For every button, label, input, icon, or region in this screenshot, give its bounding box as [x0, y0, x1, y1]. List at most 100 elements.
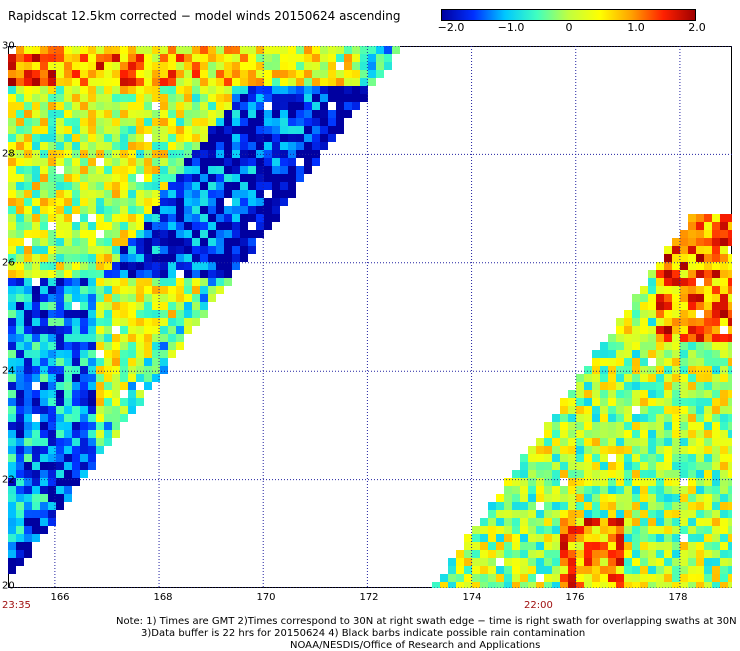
wind-cell — [128, 246, 136, 254]
wind-cell — [456, 582, 464, 588]
wind-cell — [456, 550, 464, 558]
wind-cell — [176, 126, 184, 134]
wind-cell — [576, 374, 584, 382]
wind-cell — [296, 166, 304, 174]
wind-cell — [224, 62, 232, 70]
wind-cell — [336, 86, 344, 94]
wind-cell — [504, 566, 512, 574]
wind-cell — [176, 46, 184, 54]
wind-cell — [680, 566, 688, 574]
wind-cell — [600, 382, 608, 390]
wind-cell — [232, 254, 240, 262]
wind-cell — [600, 574, 608, 582]
wind-cell — [40, 254, 48, 262]
wind-cell — [88, 462, 96, 470]
wind-cell — [544, 486, 552, 494]
wind-cell — [728, 286, 732, 294]
wind-cell — [720, 502, 728, 510]
wind-cell — [8, 102, 16, 110]
wind-cell — [584, 470, 592, 478]
wind-cell — [104, 342, 112, 350]
wind-cell — [136, 342, 144, 350]
wind-cell — [192, 214, 200, 222]
wind-cell — [104, 430, 112, 438]
wind-cell — [168, 86, 176, 94]
wind-cell — [152, 46, 160, 54]
wind-cell — [688, 238, 696, 246]
wind-cell — [264, 86, 272, 94]
wind-cell — [304, 62, 312, 70]
wind-cell — [712, 478, 720, 486]
wind-cell — [96, 118, 104, 126]
wind-cell — [648, 294, 656, 302]
wind-cell — [520, 454, 528, 462]
wind-cell — [8, 190, 16, 198]
wind-cell — [48, 286, 56, 294]
wind-cell — [600, 342, 608, 350]
wind-cell — [232, 110, 240, 118]
wind-cell — [624, 494, 632, 502]
wind-cell — [56, 230, 64, 238]
wind-cell — [32, 262, 40, 270]
wind-cell — [664, 342, 672, 350]
wind-cell — [56, 214, 64, 222]
wind-cell — [168, 246, 176, 254]
wind-cell — [24, 166, 32, 174]
wind-cell — [152, 318, 160, 326]
wind-cell — [672, 382, 680, 390]
wind-cell — [664, 470, 672, 478]
wind-cell — [576, 478, 584, 486]
wind-cell — [232, 46, 240, 54]
wind-cell — [56, 462, 64, 470]
wind-cell — [336, 94, 344, 102]
wind-cell — [16, 358, 24, 366]
wind-cell — [672, 526, 680, 534]
wind-cell — [600, 446, 608, 454]
wind-cell — [16, 278, 24, 286]
wind-cell — [336, 54, 344, 62]
wind-cell — [712, 550, 720, 558]
wind-cell — [40, 118, 48, 126]
wind-cell — [640, 462, 648, 470]
wind-cell — [128, 238, 136, 246]
wind-cell — [200, 110, 208, 118]
wind-cell — [40, 470, 48, 478]
wind-cell — [144, 246, 152, 254]
wind-cell — [720, 430, 728, 438]
wind-cell — [16, 270, 24, 278]
wind-cell — [648, 374, 656, 382]
wind-cell — [88, 238, 96, 246]
wind-cell — [8, 310, 16, 318]
wind-cell — [144, 270, 152, 278]
wind-cell — [216, 70, 224, 78]
wind-cell — [288, 102, 296, 110]
wind-cell — [240, 254, 248, 262]
wind-cell — [24, 414, 32, 422]
wind-cell — [160, 222, 168, 230]
wind-cell — [704, 230, 712, 238]
wind-cell — [256, 174, 264, 182]
wind-cell — [544, 446, 552, 454]
wind-cell — [88, 310, 96, 318]
wind-cell — [32, 134, 40, 142]
wind-cell — [40, 230, 48, 238]
wind-cell — [136, 238, 144, 246]
wind-cell — [72, 118, 80, 126]
wind-cell — [520, 478, 528, 486]
wind-cell — [24, 158, 32, 166]
wind-cell — [560, 558, 568, 566]
wind-cell — [24, 294, 32, 302]
wind-cell — [640, 414, 648, 422]
wind-cell — [688, 214, 696, 222]
wind-cell — [696, 518, 704, 526]
wind-cell — [568, 430, 576, 438]
wind-cell — [528, 470, 536, 478]
note-line-2: 3)Data buffer is 22 hrs for 20150624 4) … — [141, 628, 586, 639]
wind-cell — [128, 302, 136, 310]
wind-cell — [704, 462, 712, 470]
wind-cell — [160, 246, 168, 254]
wind-cell — [56, 318, 64, 326]
wind-cell — [264, 206, 272, 214]
wind-cell — [352, 86, 360, 94]
wind-cell — [688, 326, 696, 334]
